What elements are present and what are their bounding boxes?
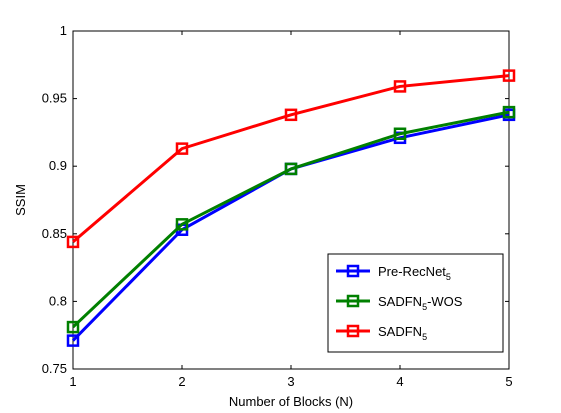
- data-point: [284, 108, 298, 122]
- legend-swatch-marker: [346, 294, 360, 308]
- x-tick-label: 1: [69, 374, 76, 389]
- legend-label: SADFN5-WOS: [378, 294, 463, 312]
- plot-series: [66, 69, 516, 347]
- axes: 1 2 3 4 5 0.75 0.8 0.85 0.9 0.95 1: [42, 23, 513, 389]
- x-axis-label: Number of Blocks (N): [229, 394, 353, 409]
- x-tick-label: 3: [287, 374, 294, 389]
- x-tick-label: 5: [505, 374, 512, 389]
- y-tick-label: 0.85: [42, 226, 67, 241]
- data-point: [284, 162, 298, 176]
- legend: Pre-RecNet5 SADFN5-WOS SADFN5: [327, 253, 504, 353]
- legend-item: SADFN5: [336, 324, 427, 342]
- x-tick-label: 4: [396, 374, 403, 389]
- y-tick-label: 0.75: [42, 361, 67, 376]
- legend-item: SADFN5-WOS: [336, 294, 463, 312]
- legend-label: Pre-RecNet5: [378, 264, 451, 282]
- legend-label: SADFN5: [378, 324, 427, 342]
- legend-item: Pre-RecNet5: [336, 264, 451, 282]
- data-point: [66, 334, 80, 347]
- data-point: [393, 127, 407, 141]
- data-point: [393, 80, 407, 93]
- data-point: [502, 105, 516, 119]
- y-tick-label: 0.8: [49, 293, 67, 308]
- legend-swatch-marker: [346, 324, 360, 338]
- y-tick-label: 0.95: [42, 91, 67, 106]
- legend-swatch-marker: [346, 264, 360, 278]
- data-point: [66, 320, 80, 334]
- series-line: [66, 105, 516, 334]
- y-axis-label: SSIM: [13, 184, 28, 216]
- data-point: [175, 218, 189, 231]
- data-point: [175, 142, 189, 155]
- data-point: [502, 69, 516, 82]
- y-tick-label: 0.9: [49, 158, 67, 173]
- x-tick-label: 2: [178, 374, 185, 389]
- series-line: [66, 69, 516, 249]
- y-tick-label: 1: [60, 23, 67, 38]
- series-path: [71, 110, 510, 329]
- data-point: [66, 235, 80, 249]
- series-path: [72, 74, 510, 244]
